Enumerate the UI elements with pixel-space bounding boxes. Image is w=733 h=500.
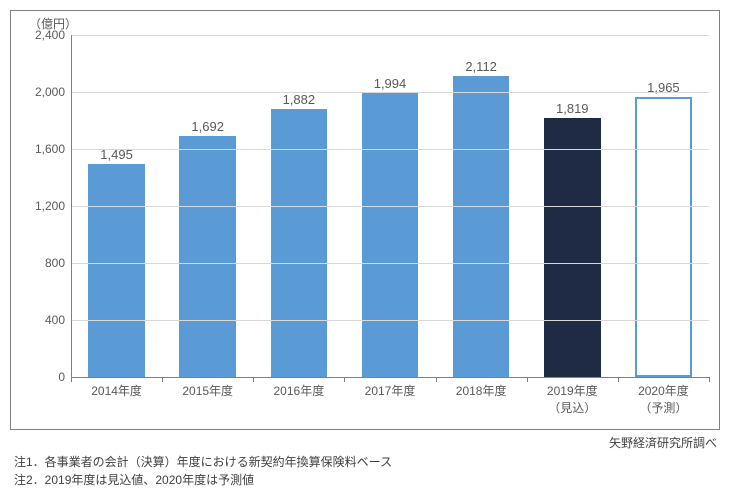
grid-line [71, 92, 709, 93]
grid-line [71, 263, 709, 264]
source-text: 矢野経済研究所調べ [10, 434, 717, 451]
grid-line [71, 149, 709, 150]
bar-value-label: 2,112 [465, 59, 497, 74]
x-axis-label: 2017年度 [344, 377, 435, 429]
x-axis-label: 2016年度 [253, 377, 344, 429]
bar: 1,965 [635, 97, 692, 377]
chart-container: （億円） 1,4951,6921,8821,9942,1121,8191,965… [10, 10, 720, 430]
y-tick-label: 2,000 [35, 85, 65, 99]
y-tick-label: 0 [58, 370, 65, 384]
x-axis-label: 2018年度 [436, 377, 527, 429]
grid-line [71, 206, 709, 207]
footnote-2: 注2．2019年度は見込値、2020年度は予測値 [14, 471, 723, 489]
bar: 1,495 [88, 164, 145, 377]
bar-value-label: 1,882 [283, 92, 316, 107]
x-axis-label: 2020年度 （予測） [618, 377, 709, 429]
y-tick-label: 2,400 [35, 28, 65, 42]
footnote-1: 注1．各事業者の会計（決算）年度における新契約年換算保険料ベース [14, 453, 723, 471]
bar-value-label: 1,692 [191, 119, 224, 134]
x-axis-labels: 2014年度2015年度2016年度2017年度2018年度2019年度 （見込… [71, 377, 709, 429]
plot-area: 1,4951,6921,8821,9942,1121,8191,965 0400… [71, 35, 709, 377]
bar-value-label: 1,994 [374, 76, 407, 91]
footnotes: 注1．各事業者の会計（決算）年度における新契約年換算保険料ベース 注2．2019… [14, 453, 723, 489]
bar: 1,819 [544, 118, 601, 377]
bar: 1,994 [362, 93, 419, 377]
x-axis-label: 2014年度 [71, 377, 162, 429]
x-axis-label: 2019年度 （見込） [527, 377, 618, 429]
y-tick-label: 800 [45, 256, 65, 270]
bar: 2,112 [453, 76, 510, 377]
x-tick [709, 377, 710, 382]
bar: 1,692 [179, 136, 236, 377]
grid-line [71, 35, 709, 36]
y-tick-label: 1,200 [35, 199, 65, 213]
grid-line [71, 320, 709, 321]
x-axis-label: 2015年度 [162, 377, 253, 429]
y-tick-label: 1,600 [35, 142, 65, 156]
y-tick-label: 400 [45, 313, 65, 327]
bar-value-label: 1,819 [556, 101, 589, 116]
y-axis-line [71, 35, 72, 377]
